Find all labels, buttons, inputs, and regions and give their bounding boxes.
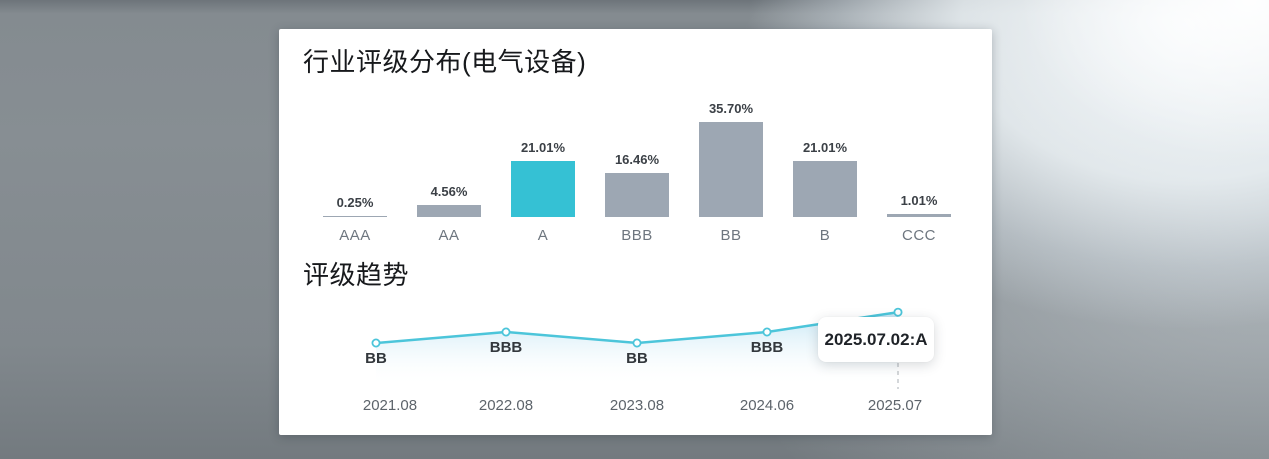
bar-category-label: CCC <box>902 227 936 244</box>
bar[interactable] <box>605 173 669 217</box>
bar-value-label: 4.56% <box>430 183 468 199</box>
trend-point-label: BB <box>626 350 648 367</box>
bar-category-label: BB <box>720 227 742 244</box>
bar-value-label: 0.25% <box>336 194 374 210</box>
bar-value-label: 35.70% <box>708 101 754 117</box>
trend-x-axis-label: 2021.08 <box>362 397 418 414</box>
trend-x-axis-label: 2022.08 <box>478 397 534 414</box>
bar-value-label: 16.46% <box>614 152 660 168</box>
bar-value-label: 21.01% <box>520 140 566 156</box>
rating-panel: 行业评级分布(电气设备) 0.25% AAA 4.56% AA 21.01% A 16.46… <box>279 29 992 435</box>
bar-category-label: BBB <box>621 227 653 244</box>
bar-value-label: 21.01% <box>802 140 848 156</box>
trend-x-axis-label: 2025.07 <box>867 397 923 414</box>
trend-x-axis-label: 2024.06 <box>739 397 795 414</box>
bar-category-label: AAA <box>339 227 371 244</box>
bar-category-label: A <box>537 227 549 244</box>
bar[interactable] <box>323 215 387 217</box>
trend-point-label: BBB <box>750 339 784 356</box>
trend-point-label: BB <box>365 350 387 367</box>
bar-value-label: 1.01% <box>900 193 938 209</box>
trend-line-chart <box>371 307 903 389</box>
trend-chart-title: 评级趋势 <box>303 260 410 290</box>
bar-chart: 0.25% AAA 4.56% AA 21.01% A 16.46% BBB 35.70% BB 2… <box>279 89 992 244</box>
bar-chart-title: 行业评级分布(电气设备) <box>303 47 587 77</box>
trend-point[interactable] <box>893 307 903 317</box>
trend-x-axis-label: 2023.08 <box>609 397 665 414</box>
bar[interactable] <box>417 204 481 217</box>
bar-category-label: AA <box>438 227 460 244</box>
bar[interactable] <box>699 122 763 217</box>
trend-tooltip: 2025.07.02:A <box>818 317 934 362</box>
bar[interactable] <box>887 214 951 217</box>
trend-point[interactable] <box>762 327 772 337</box>
trend-area-fill <box>376 312 898 386</box>
trend-point[interactable] <box>371 338 381 348</box>
trend-point[interactable] <box>501 327 511 337</box>
trend-point-label: BBB <box>489 339 523 356</box>
trend-point[interactable] <box>632 338 642 348</box>
bar[interactable] <box>793 161 857 217</box>
bar-category-label: B <box>819 227 831 244</box>
bar[interactable] <box>511 161 575 217</box>
